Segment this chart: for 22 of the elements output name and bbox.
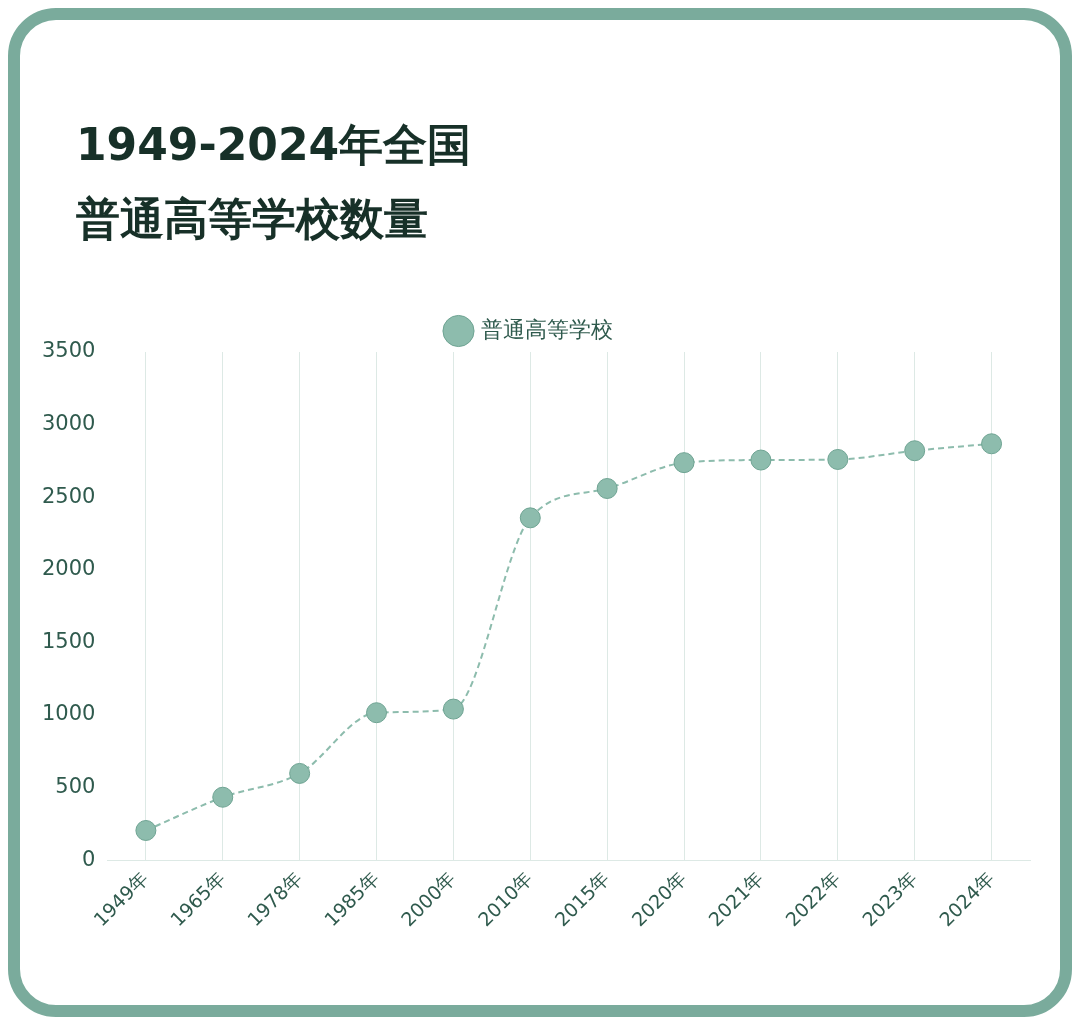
point <box>596 478 618 499</box>
y-tick-label: 0 <box>82 846 96 871</box>
y-tick-label: 3500 <box>41 338 96 363</box>
y-tick-label: 500 <box>55 774 96 799</box>
legend-label: 普通高等学校 <box>480 316 613 342</box>
point <box>981 433 1003 455</box>
y-tick-label: 2500 <box>41 483 96 508</box>
point <box>212 786 234 808</box>
point <box>519 507 541 529</box>
point <box>904 440 926 462</box>
point <box>289 762 311 784</box>
y-tick-label: 3000 <box>41 411 96 436</box>
y-tick-label: 2000 <box>41 556 96 581</box>
point <box>750 449 772 471</box>
point <box>673 452 695 474</box>
y-tick-label: 1500 <box>41 628 96 653</box>
chart-title: 1949-2024年全国普通高等学校数量 <box>76 118 473 246</box>
y-tick-label: 1000 <box>41 701 96 726</box>
point <box>827 448 849 470</box>
point <box>366 702 388 724</box>
point <box>135 819 157 841</box>
point <box>442 698 464 720</box>
